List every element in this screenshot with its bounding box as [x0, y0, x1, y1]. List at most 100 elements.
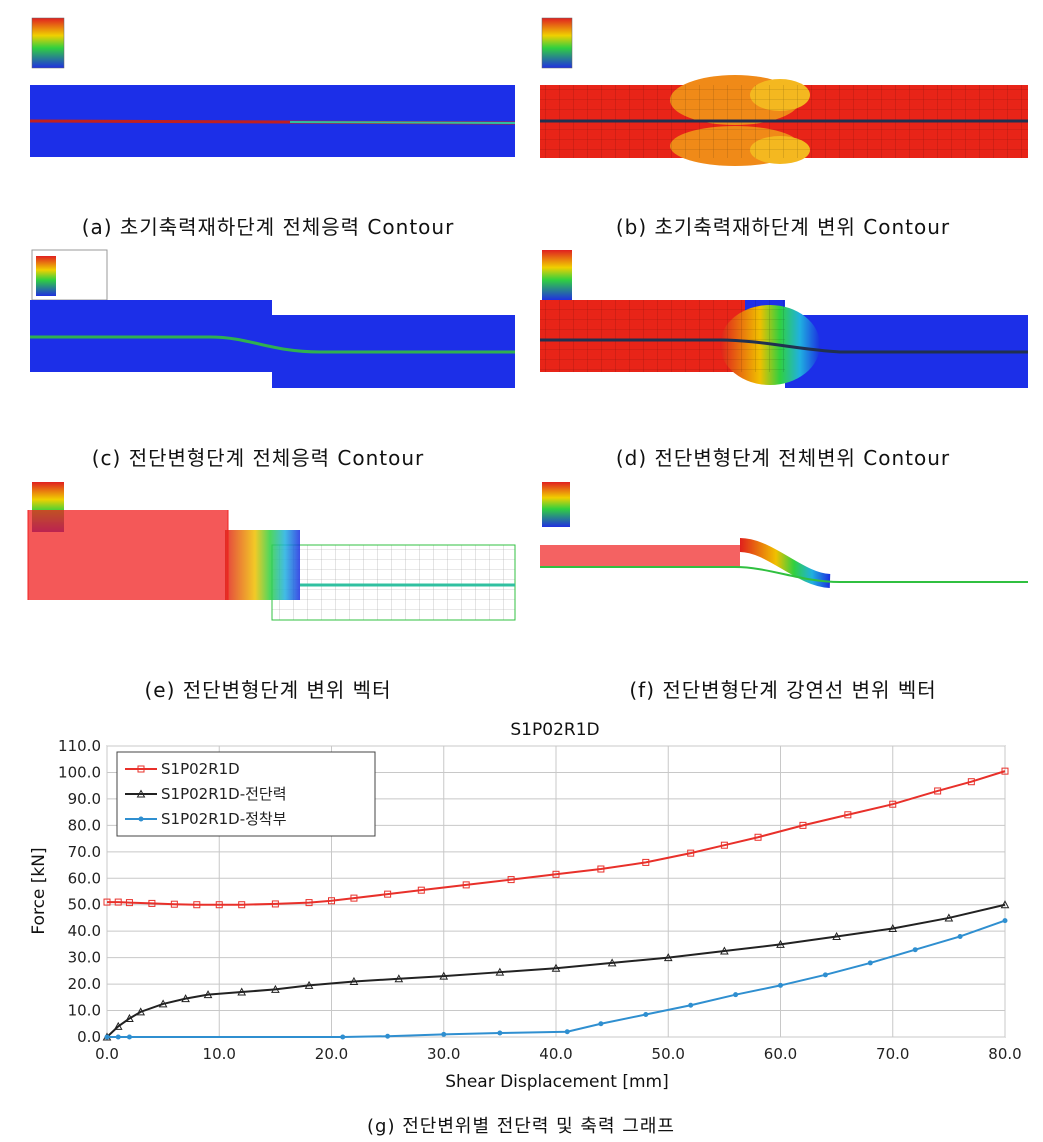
marker — [642, 858, 650, 866]
marker — [495, 967, 505, 976]
marker — [733, 992, 739, 998]
marker — [126, 1034, 132, 1040]
y-tick-label: 30.0 — [68, 949, 101, 967]
panel-caption: (c) 전단변형단계 전체응력 Contour — [92, 446, 425, 470]
marker — [776, 939, 785, 948]
series-line — [107, 919, 1006, 1038]
x-tick-label: 40.0 — [539, 1045, 572, 1063]
x-tick-label: 0.0 — [95, 1045, 119, 1063]
marker — [385, 1033, 391, 1039]
x-tick-label: 20.0 — [315, 1045, 348, 1063]
marker — [170, 900, 178, 908]
y-tick-label: 80.0 — [68, 816, 101, 834]
marker — [441, 1031, 447, 1037]
marker — [889, 800, 897, 808]
marker — [663, 953, 673, 962]
panel-caption: (b) 초기축력재하단계 변위 Contour — [616, 215, 950, 239]
marker — [462, 881, 470, 889]
marker — [844, 811, 852, 819]
panel-b — [540, 17, 1028, 166]
y-axis-title: Force [kN] — [29, 847, 49, 934]
marker — [1000, 900, 1010, 909]
marker — [497, 1030, 503, 1036]
x-axis-title: Shear Displacement [mm] — [445, 1072, 669, 1092]
marker — [417, 886, 425, 894]
panel-a — [29, 17, 516, 157]
panel-caption: (d) 전단변형단계 전체변위 Contour — [616, 446, 950, 470]
x-tick-label: 30.0 — [427, 1045, 460, 1063]
panel-d — [540, 250, 1028, 388]
marker — [822, 972, 828, 978]
marker — [934, 787, 942, 795]
marker — [551, 963, 561, 972]
panel-caption: (e) 전단변형단계 변위 벡터 — [145, 678, 392, 702]
marker — [136, 1007, 146, 1016]
x-tick-label: 50.0 — [652, 1045, 685, 1063]
marker — [138, 816, 144, 822]
x-tick-label: 70.0 — [876, 1045, 909, 1063]
marker — [598, 1021, 604, 1027]
marker — [754, 833, 762, 841]
marker — [113, 1021, 123, 1030]
marker — [203, 990, 213, 999]
x-tick-label: 10.0 — [203, 1045, 236, 1063]
legend-box — [116, 751, 376, 837]
marker — [888, 923, 898, 933]
marker — [394, 974, 404, 983]
marker — [125, 1013, 134, 1022]
marker — [238, 901, 246, 909]
marker — [115, 1034, 121, 1040]
panel-caption: (f) 전단변형단계 강연선 변위 벡터 — [629, 678, 936, 702]
y-tick-label: 20.0 — [68, 975, 101, 993]
panel-caption: (a) 초기축력재하단계 전체응력 Contour — [82, 215, 455, 239]
y-tick-label: 70.0 — [68, 843, 101, 861]
figure-caption: (g) 전단변위별 전단력 및 축력 그래프 — [367, 1116, 675, 1137]
legend-label: S1P02R1D-정착부 — [161, 810, 287, 828]
y-tick-label: 0.0 — [77, 1028, 101, 1046]
marker — [271, 984, 280, 993]
marker — [328, 897, 335, 905]
x-tick-label: 60.0 — [764, 1045, 797, 1063]
panel-e — [27, 482, 516, 621]
y-tick-label: 10.0 — [68, 1002, 101, 1020]
legend-label: S1P02R1D-전단력 — [161, 785, 287, 803]
marker — [137, 765, 145, 773]
marker — [1002, 918, 1008, 924]
marker — [552, 870, 560, 878]
marker — [114, 898, 122, 906]
series-line — [106, 903, 1006, 1038]
y-tick-label: 40.0 — [68, 922, 101, 940]
series-line — [107, 770, 1006, 906]
chart-title: S1P02R1D — [510, 720, 599, 740]
marker — [597, 865, 605, 873]
marker — [215, 901, 223, 909]
marker — [304, 980, 314, 989]
marker — [607, 958, 617, 967]
marker — [720, 841, 728, 849]
marker — [687, 849, 695, 857]
marker — [1001, 767, 1009, 775]
x-tick-label: 80.0 — [988, 1045, 1021, 1063]
marker — [384, 890, 392, 898]
panel-c — [30, 249, 515, 388]
legend-label: S1P02R1D — [161, 760, 240, 778]
marker — [507, 876, 515, 884]
panel-f — [540, 482, 1028, 588]
marker — [349, 976, 359, 985]
marker — [439, 971, 449, 980]
marker — [125, 899, 133, 907]
marker — [957, 933, 963, 939]
marker — [688, 1002, 694, 1008]
y-tick-label: 110.0 — [58, 737, 101, 755]
marker — [643, 1012, 649, 1018]
y-tick-label: 50.0 — [68, 896, 101, 914]
marker — [158, 999, 168, 1008]
y-tick-label: 100.0 — [58, 763, 101, 781]
marker — [305, 899, 313, 907]
marker — [193, 901, 201, 909]
marker — [967, 778, 975, 786]
marker — [237, 987, 247, 996]
marker — [148, 899, 156, 907]
marker — [944, 913, 954, 922]
y-tick-label: 60.0 — [68, 869, 101, 887]
